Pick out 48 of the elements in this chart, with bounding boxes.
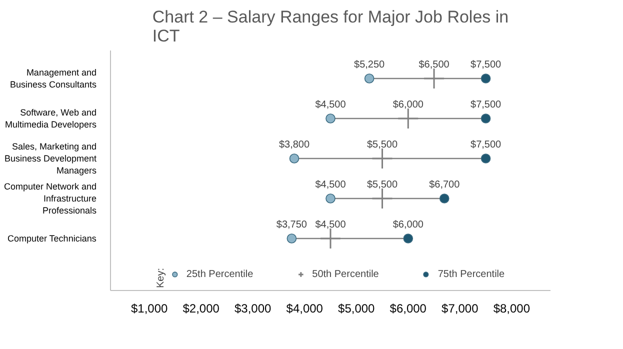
point: [403, 234, 414, 244]
point: [397, 108, 419, 130]
data-label: $7,500: [470, 140, 502, 150]
x-tick-label: $2,000: [182, 302, 220, 316]
point: [480, 154, 491, 164]
data-label: $5,500: [366, 140, 398, 150]
y-tick-label: Software, Web and Multimedia Developers: [4, 108, 97, 130]
point: [372, 148, 394, 170]
legend-label: 50th Percentile: [312, 268, 379, 280]
x-tick-label: $1,000: [130, 302, 168, 316]
point: [286, 234, 297, 244]
point: [439, 194, 450, 204]
y-tick-label: Computer Technicians: [7, 234, 97, 244]
data-label: $6,500: [418, 60, 450, 70]
data-label: $7,500: [470, 100, 502, 110]
point: [326, 194, 336, 204]
y-tick-label: Management and Business Consultants: [10, 68, 97, 90]
x-tick-label: $3,000: [234, 302, 272, 316]
y-tick-label: Computer Network and Infrastructure Professionals: [4, 182, 97, 216]
data-label: $4,500: [315, 220, 346, 230]
legend-title: Key:: [155, 268, 166, 288]
point: [480, 114, 491, 124]
x-tick-label: $7,000: [442, 302, 479, 316]
chart-title: Chart 2 – Salary Ranges for Major Job Roles in ICT: [152, 8, 509, 46]
point: [320, 228, 342, 250]
x-tick-label: $4,000: [286, 302, 324, 316]
point: [423, 68, 445, 90]
legend-label: 75th Percentile: [438, 268, 505, 280]
data-label: $6,000: [392, 220, 424, 230]
x-tick-label: $8,000: [493, 302, 530, 316]
point: [364, 74, 374, 84]
x-tick-label: $5,000: [338, 302, 376, 316]
data-label: $5,250: [354, 60, 386, 70]
point: [372, 188, 394, 210]
x-tick-label: $6,000: [390, 302, 427, 316]
data-label: $5,500: [366, 180, 398, 190]
point: [326, 114, 336, 124]
data-label: $4,500: [315, 100, 346, 110]
data-label: $6,700: [429, 180, 460, 190]
data-label: $6,000: [392, 100, 424, 110]
data-label: $4,500: [315, 180, 346, 190]
data-label: $7,500: [470, 60, 502, 70]
point: [289, 154, 300, 164]
legend-label: 25th Percentile: [186, 268, 254, 280]
y-tick-label: Sales, Marketing and Business Development Managers: [4, 142, 97, 176]
data-label: $3,800: [278, 140, 310, 150]
data-label: $3,750: [276, 220, 308, 230]
point: [480, 74, 491, 84]
